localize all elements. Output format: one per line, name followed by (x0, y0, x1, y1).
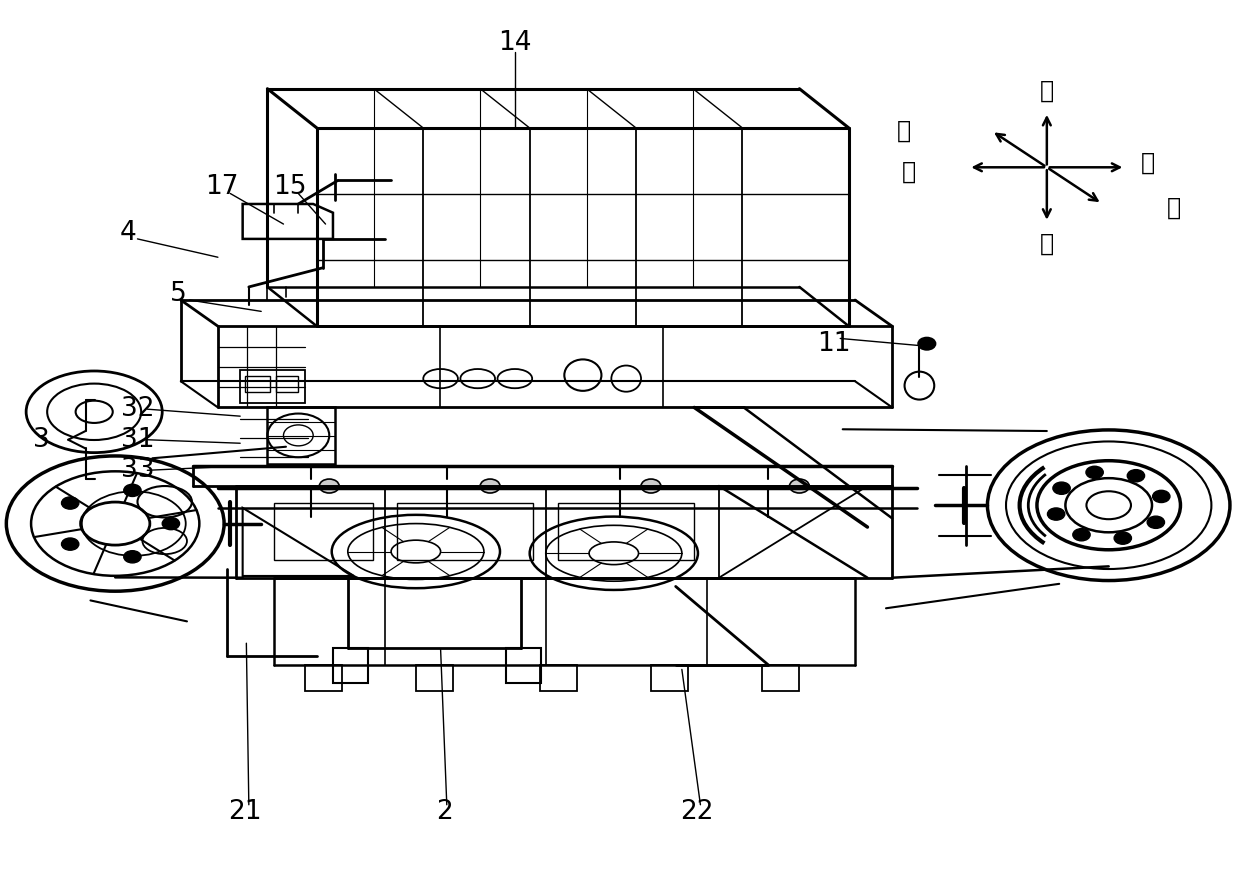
Text: 22: 22 (680, 799, 713, 824)
Text: 5: 5 (170, 281, 187, 307)
Ellipse shape (1048, 508, 1065, 520)
Bar (415, 665, 453, 691)
Ellipse shape (1086, 466, 1104, 478)
Bar (558, 504, 694, 561)
Text: 17: 17 (205, 174, 238, 201)
Text: 前: 前 (1167, 196, 1182, 220)
Ellipse shape (1153, 491, 1171, 503)
Bar (274, 504, 372, 561)
Ellipse shape (1073, 528, 1090, 540)
Text: 11: 11 (817, 331, 851, 357)
Ellipse shape (162, 518, 180, 530)
Bar (763, 665, 800, 691)
Ellipse shape (918, 337, 935, 350)
Ellipse shape (124, 484, 141, 497)
Bar (268, 407, 336, 464)
Ellipse shape (62, 538, 79, 550)
Text: 15: 15 (273, 174, 306, 201)
Text: 2: 2 (436, 799, 453, 824)
Text: 14: 14 (498, 31, 532, 56)
Text: 33: 33 (120, 457, 154, 484)
Bar (397, 504, 533, 561)
Text: 21: 21 (228, 799, 262, 824)
Text: 上: 上 (1040, 79, 1054, 103)
Bar (241, 370, 305, 403)
Text: 3: 3 (32, 427, 50, 453)
Bar (246, 376, 270, 392)
Bar (277, 376, 299, 392)
Bar (539, 665, 577, 691)
Bar (305, 665, 342, 691)
Text: 31: 31 (120, 427, 154, 453)
Text: 后: 后 (898, 119, 911, 143)
Bar (334, 647, 367, 682)
Ellipse shape (1147, 516, 1164, 528)
Ellipse shape (62, 497, 79, 509)
Ellipse shape (1114, 532, 1131, 544)
Bar (506, 647, 541, 682)
Ellipse shape (1127, 470, 1145, 482)
Ellipse shape (320, 479, 340, 493)
Ellipse shape (124, 551, 141, 563)
Ellipse shape (641, 479, 661, 493)
Bar (651, 665, 688, 691)
Ellipse shape (1053, 482, 1070, 494)
Ellipse shape (480, 479, 500, 493)
Text: 下: 下 (1040, 231, 1054, 256)
Text: 左: 左 (901, 159, 916, 184)
Text: 32: 32 (120, 396, 154, 422)
Text: 4: 4 (119, 220, 136, 246)
Ellipse shape (790, 479, 810, 493)
Text: 右: 右 (1141, 151, 1154, 175)
